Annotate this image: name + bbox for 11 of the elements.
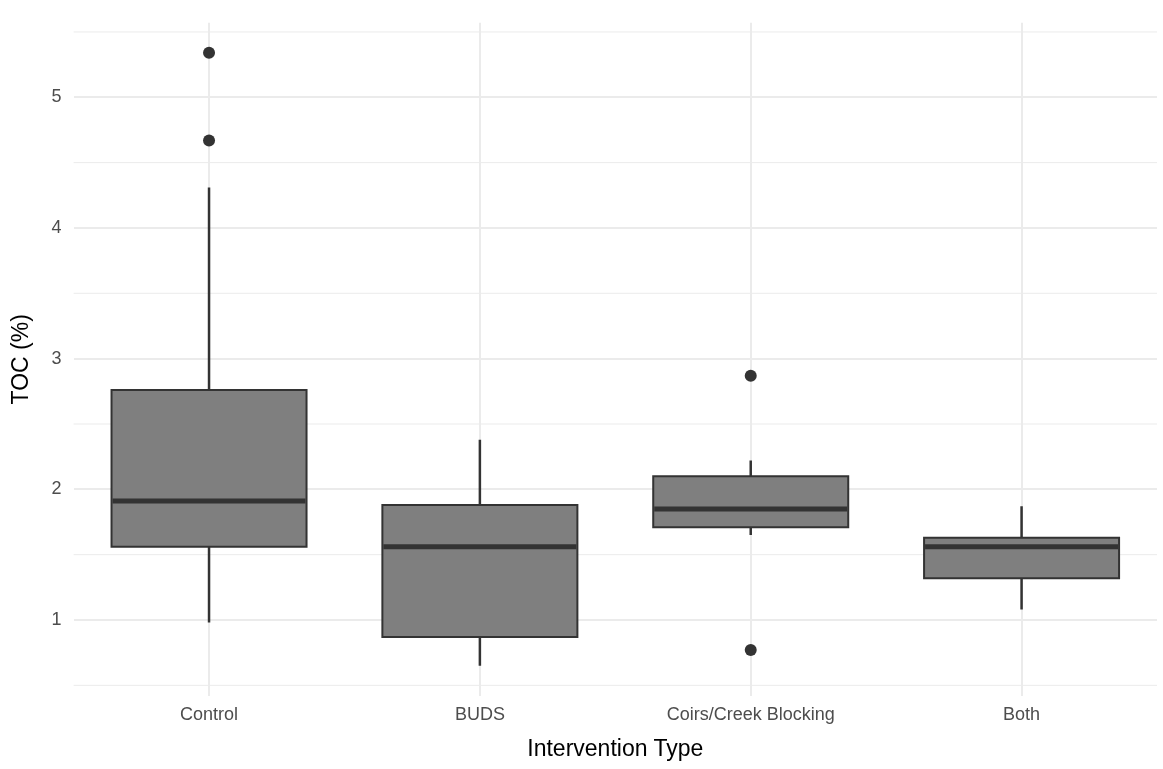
- x-tick-label: Both: [1003, 703, 1041, 724]
- x-tick-label: Control: [180, 703, 239, 724]
- y-axis-title: TOC (%): [7, 314, 34, 405]
- y-tick-label: 4: [51, 216, 62, 237]
- y-tick-label: 5: [51, 86, 62, 107]
- y-tick-label: 2: [51, 478, 62, 499]
- x-tick-label: Coirs/Creek Blocking: [666, 703, 835, 724]
- x-tick-label: BUDS: [454, 703, 505, 724]
- x-axis-title: Intervention Type: [527, 734, 704, 761]
- y-tick-label: 3: [51, 347, 62, 368]
- y-tick-label: 1: [51, 608, 62, 629]
